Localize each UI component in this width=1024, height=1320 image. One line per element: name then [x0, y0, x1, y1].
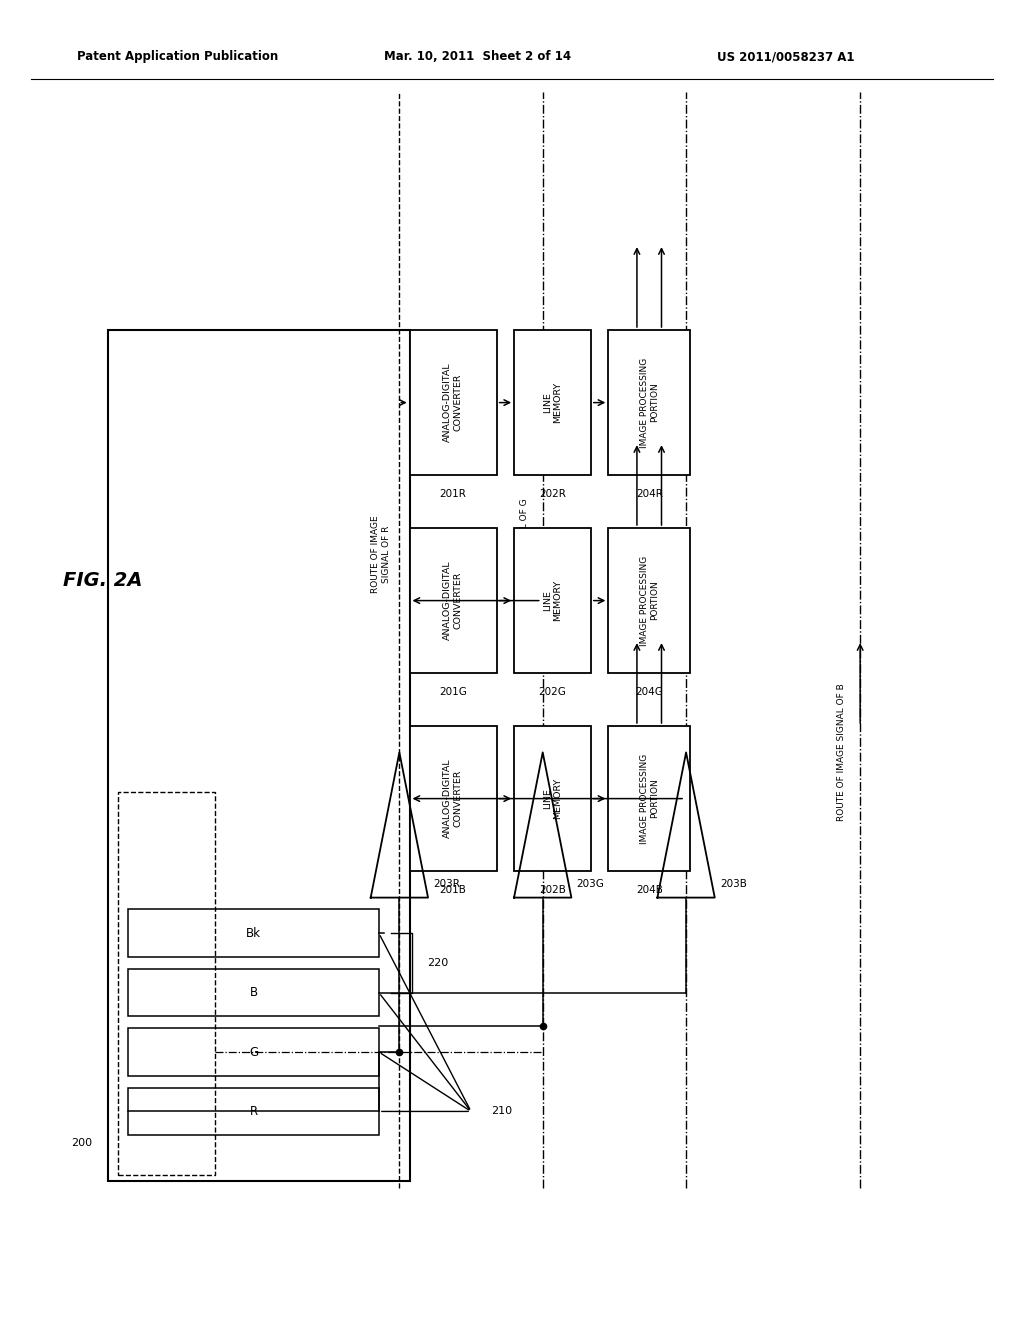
Text: IMAGE PROCESSING
PORTION: IMAGE PROCESSING PORTION: [640, 556, 658, 645]
Bar: [410, 528, 497, 673]
Text: US 2011/0058237 A1: US 2011/0058237 A1: [717, 50, 854, 63]
Bar: [608, 726, 690, 871]
Text: 200: 200: [71, 1138, 92, 1148]
Bar: [128, 909, 379, 957]
Bar: [128, 1088, 379, 1135]
Text: LINE
MEMORY: LINE MEMORY: [543, 777, 562, 820]
Text: 203R: 203R: [433, 879, 460, 890]
Text: 202G: 202G: [539, 686, 566, 697]
Text: LINE
MEMORY: LINE MEMORY: [543, 381, 562, 424]
Text: G: G: [249, 1045, 258, 1059]
Text: 202R: 202R: [539, 488, 566, 499]
Text: 203B: 203B: [720, 879, 746, 890]
Text: FIG. 2A: FIG. 2A: [63, 572, 143, 590]
Text: IMAGE PROCESSING
PORTION: IMAGE PROCESSING PORTION: [640, 754, 658, 843]
Text: ROUTE OF IMAGE SIGNAL OF B: ROUTE OF IMAGE SIGNAL OF B: [838, 684, 846, 821]
Bar: [608, 528, 690, 673]
Bar: [108, 330, 410, 1181]
Text: IMAGE PROCESSING
PORTION: IMAGE PROCESSING PORTION: [640, 358, 658, 447]
Text: 201G: 201G: [439, 686, 467, 697]
Text: 201B: 201B: [439, 884, 467, 895]
Text: 204B: 204B: [636, 884, 663, 895]
Text: ANALOG-DIGITAL
CONVERTER: ANALOG-DIGITAL CONVERTER: [443, 759, 463, 838]
Text: 204G: 204G: [635, 686, 664, 697]
Text: ROUTE OF IMAGE
SIGNAL OF R: ROUTE OF IMAGE SIGNAL OF R: [372, 516, 390, 593]
Text: 220: 220: [427, 958, 449, 968]
Text: 202B: 202B: [539, 884, 566, 895]
Bar: [128, 1028, 379, 1076]
Text: 204R: 204R: [636, 488, 663, 499]
Text: R: R: [250, 1105, 257, 1118]
Bar: [514, 528, 591, 673]
Text: Patent Application Publication: Patent Application Publication: [77, 50, 279, 63]
Text: ANALOG-DIGITAL
CONVERTER: ANALOG-DIGITAL CONVERTER: [443, 363, 463, 442]
Text: 201R: 201R: [439, 488, 467, 499]
Text: Mar. 10, 2011  Sheet 2 of 14: Mar. 10, 2011 Sheet 2 of 14: [384, 50, 571, 63]
Bar: [128, 969, 379, 1016]
Bar: [608, 330, 690, 475]
Text: 210: 210: [492, 1106, 513, 1117]
Text: ANALOG-DIGITAL
CONVERTER: ANALOG-DIGITAL CONVERTER: [443, 561, 463, 640]
Text: B: B: [250, 986, 257, 999]
Text: ROUTE OF IMAGE SIGNAL OF G: ROUTE OF IMAGE SIGNAL OF G: [520, 498, 528, 638]
Bar: [410, 726, 497, 871]
Text: 203G: 203G: [577, 879, 604, 890]
Bar: [514, 726, 591, 871]
Text: LINE
MEMORY: LINE MEMORY: [543, 579, 562, 622]
Bar: [118, 792, 215, 1175]
Text: Bk: Bk: [246, 927, 261, 940]
Bar: [514, 330, 591, 475]
Bar: [410, 330, 497, 475]
